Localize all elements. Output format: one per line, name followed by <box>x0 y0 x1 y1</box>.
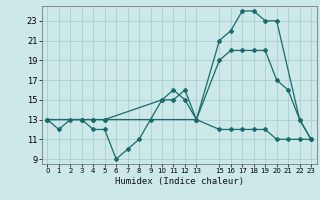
X-axis label: Humidex (Indice chaleur): Humidex (Indice chaleur) <box>115 177 244 186</box>
